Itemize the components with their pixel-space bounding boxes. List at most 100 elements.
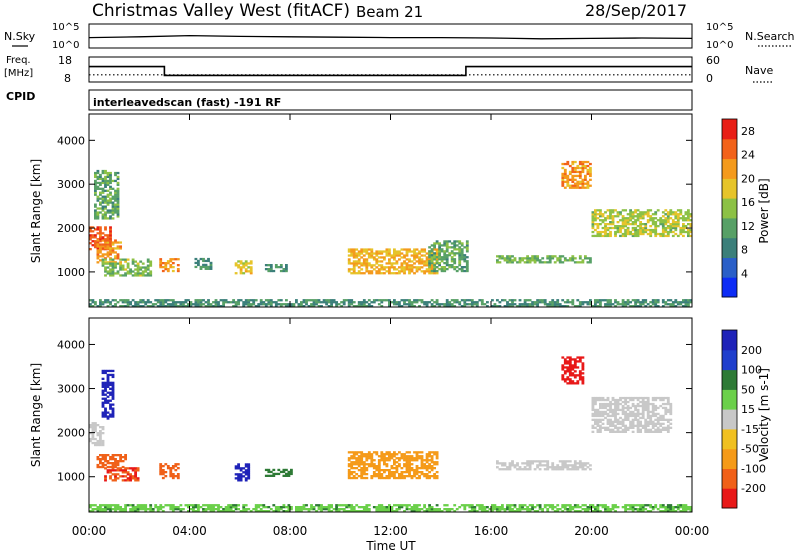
data-cell bbox=[252, 301, 256, 304]
data-cell bbox=[410, 268, 414, 271]
data-cell bbox=[548, 466, 552, 469]
data-cell bbox=[390, 301, 394, 304]
data-cell bbox=[259, 504, 263, 507]
data-cell bbox=[435, 475, 439, 478]
data-cell bbox=[586, 257, 590, 260]
data-cell bbox=[352, 272, 356, 275]
data-cell bbox=[99, 173, 102, 177]
data-cell bbox=[604, 406, 607, 410]
x-tick-label: 08:00 bbox=[273, 524, 308, 538]
data-cell bbox=[194, 504, 198, 507]
data-cell bbox=[415, 453, 419, 456]
data-cell bbox=[357, 506, 361, 509]
data-cell bbox=[254, 504, 258, 507]
data-cell bbox=[568, 504, 572, 507]
data-cell bbox=[101, 391, 105, 394]
data-cell bbox=[531, 462, 535, 465]
data-cell bbox=[661, 406, 665, 410]
data-cell bbox=[372, 467, 376, 470]
data-cell bbox=[624, 223, 628, 226]
data-cell bbox=[634, 221, 638, 224]
data-cell bbox=[119, 467, 123, 470]
data-cell bbox=[332, 508, 336, 511]
data-cell bbox=[654, 504, 658, 507]
data-cell bbox=[546, 257, 550, 260]
data-cell bbox=[561, 504, 565, 507]
data-cell bbox=[629, 396, 633, 400]
data-cell bbox=[111, 261, 115, 264]
nave-tick-bottom: 0 bbox=[706, 72, 713, 85]
data-cell bbox=[576, 506, 580, 509]
data-cell bbox=[636, 215, 640, 218]
data-cell bbox=[460, 504, 464, 507]
data-cell bbox=[109, 238, 112, 241]
data-cell bbox=[398, 451, 401, 454]
data-cell bbox=[106, 238, 110, 241]
data-cell bbox=[606, 228, 610, 232]
data-cell bbox=[563, 162, 567, 166]
data-cell bbox=[611, 223, 615, 226]
data-cell bbox=[661, 506, 665, 509]
data-cell bbox=[169, 303, 173, 306]
data-cell bbox=[91, 226, 95, 229]
data-cell bbox=[254, 506, 258, 509]
data-cell bbox=[526, 259, 530, 262]
data-cell bbox=[174, 305, 178, 308]
data-cell bbox=[428, 256, 432, 259]
data-cell bbox=[561, 261, 565, 264]
data-cell bbox=[398, 463, 401, 466]
data-cell bbox=[644, 422, 648, 425]
data-cell bbox=[626, 414, 630, 418]
data-cell bbox=[390, 264, 394, 267]
data-cell bbox=[111, 465, 115, 469]
data-cell bbox=[91, 437, 95, 441]
data-cell bbox=[244, 477, 248, 480]
data-cell bbox=[141, 270, 145, 273]
data-cell bbox=[413, 272, 416, 275]
data-cell bbox=[619, 225, 622, 228]
data-cell bbox=[199, 299, 203, 302]
data-cell bbox=[325, 299, 329, 302]
data-cell bbox=[320, 504, 323, 507]
data-cell bbox=[674, 506, 678, 509]
data-cell bbox=[159, 305, 163, 308]
data-cell bbox=[330, 299, 334, 302]
data-cell bbox=[247, 270, 251, 273]
data-cell bbox=[478, 508, 482, 511]
data-cell bbox=[641, 510, 645, 513]
data-cell bbox=[581, 162, 585, 166]
data-cell bbox=[327, 506, 331, 509]
data-cell bbox=[116, 189, 120, 192]
data-cell bbox=[425, 508, 429, 511]
data-cell bbox=[106, 506, 110, 509]
data-cell bbox=[403, 457, 406, 460]
data-cell bbox=[438, 262, 442, 265]
data-cell bbox=[124, 469, 128, 472]
data-cell bbox=[649, 416, 653, 420]
data-cell bbox=[207, 508, 210, 511]
data-cell bbox=[425, 510, 429, 513]
data-cell bbox=[350, 463, 354, 466]
data-cell bbox=[393, 504, 396, 507]
data-cell bbox=[121, 274, 125, 277]
data-cell bbox=[159, 469, 163, 472]
data-cell bbox=[666, 408, 670, 412]
data-cell bbox=[521, 305, 524, 308]
data-cell bbox=[114, 264, 117, 267]
data-cell bbox=[347, 457, 351, 460]
data-cell bbox=[410, 475, 414, 478]
data-cell bbox=[342, 299, 346, 302]
data-cell bbox=[101, 199, 105, 202]
data-cell bbox=[126, 299, 130, 302]
data-cell bbox=[551, 506, 555, 509]
data-cell bbox=[430, 465, 434, 468]
data-cell bbox=[355, 451, 359, 454]
data-cell bbox=[453, 299, 457, 302]
data-cell bbox=[104, 201, 107, 204]
data-cell bbox=[388, 250, 391, 253]
data-cell bbox=[641, 400, 645, 404]
data-cell bbox=[496, 299, 499, 302]
data-cell bbox=[589, 261, 592, 264]
data-cell bbox=[377, 260, 381, 263]
